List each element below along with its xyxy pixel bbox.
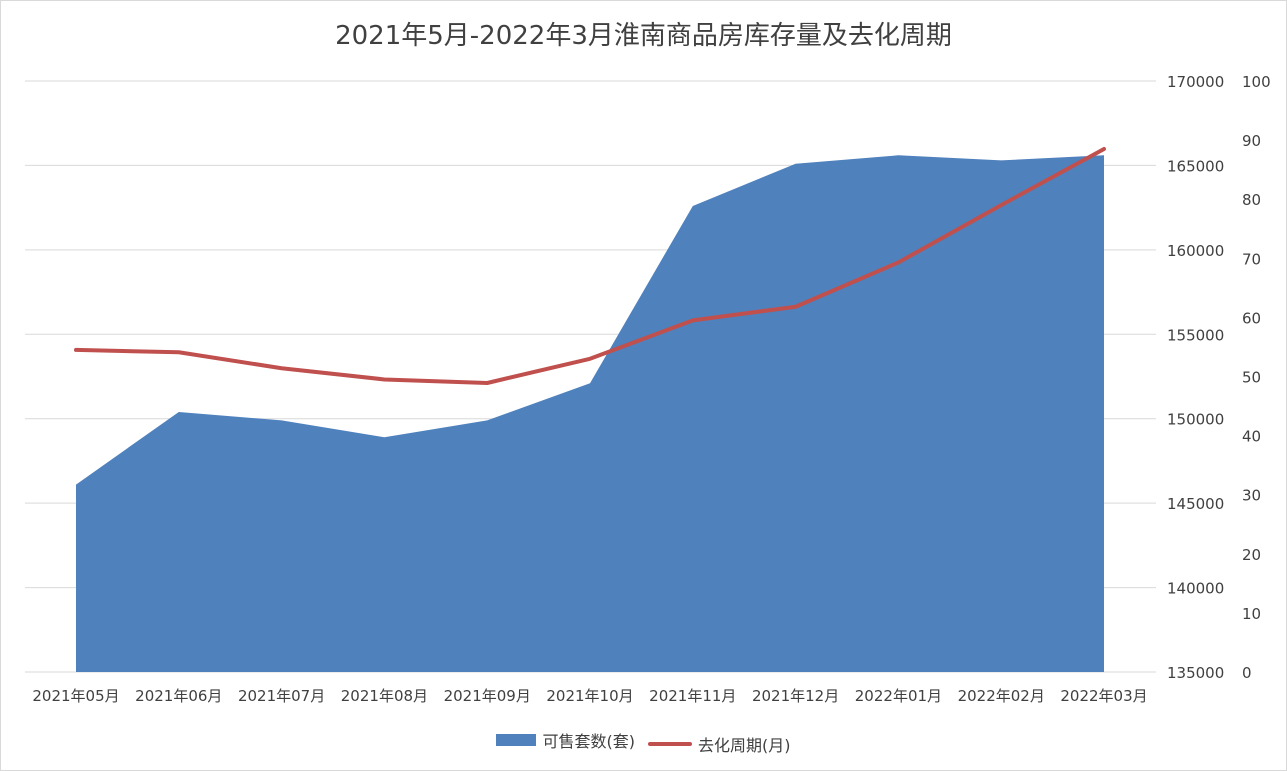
x-axis-tick-label: 2021年10月 <box>546 687 633 705</box>
left-axis-tick-label: 170000 <box>1167 73 1224 91</box>
right-axis-ticks: 0 10 20 30 40 50 60 70 80 90 100 <box>1242 73 1271 682</box>
right-axis-tick-label: 40 <box>1242 428 1261 446</box>
left-axis-tick-label: 135000 <box>1167 664 1224 682</box>
left-axis-ticks: 135000 140000 145000 150000 155000 160000 1650… <box>1167 73 1224 682</box>
left-axis-tick-label: 145000 <box>1167 495 1224 513</box>
x-axis-tick-label: 2022年03月 <box>1060 687 1147 705</box>
x-axis-tick-label: 2021年06月 <box>135 687 222 705</box>
legend-swatch-area <box>496 734 537 746</box>
right-axis-tick-label: 10 <box>1242 605 1261 623</box>
right-axis-tick-label: 100 <box>1242 73 1271 91</box>
right-axis-tick-label: 20 <box>1242 546 1261 564</box>
legend-label-line: 去化周期(月) <box>698 736 791 755</box>
right-axis-tick-label: 80 <box>1242 191 1261 209</box>
chart-legend: 可售套数(套) 去化周期(月) <box>1 728 1286 756</box>
x-axis-tick-label: 2022年01月 <box>855 687 942 705</box>
right-axis-tick-label: 50 <box>1242 369 1261 387</box>
legend-item-area: 可售套数(套) <box>496 728 635 752</box>
right-axis-tick-label: 90 <box>1242 132 1261 150</box>
right-axis-tick-label: 0 <box>1242 664 1252 682</box>
legend-swatch-line <box>648 742 693 746</box>
right-axis-tick-label: 30 <box>1242 487 1261 505</box>
x-axis-tick-label: 2021年12月 <box>752 687 839 705</box>
left-axis-tick-label: 150000 <box>1167 411 1224 429</box>
right-axis-tick-label: 70 <box>1242 250 1261 268</box>
chart-title: 2021年5月-2022年3月淮南商品房库存量及去化周期 <box>335 21 952 51</box>
x-axis-tick-label: 2021年08月 <box>341 687 428 705</box>
x-axis-tick-label: 2021年07月 <box>238 687 325 705</box>
x-axis-tick-label: 2022年02月 <box>958 687 1045 705</box>
left-axis-tick-label: 140000 <box>1167 580 1224 598</box>
x-axis-ticks: 2021年05月 2021年06月 2021年07月 2021年08月 2021年09月… <box>32 687 1147 705</box>
line-series-layer <box>74 146 1106 386</box>
right-axis-tick-label: 60 <box>1242 309 1261 327</box>
legend-label-area: 可售套数(套) <box>542 732 635 751</box>
left-axis-tick-label: 155000 <box>1167 326 1224 344</box>
left-axis-tick-label: 160000 <box>1167 242 1224 260</box>
x-axis-tick-label: 2021年11月 <box>649 687 736 705</box>
x-axis-tick-label: 2021年09月 <box>444 687 531 705</box>
legend-item-line: 去化周期(月) <box>648 732 791 756</box>
x-axis-tick-label: 2021年05月 <box>32 687 119 705</box>
left-axis-tick-label: 165000 <box>1167 157 1224 175</box>
